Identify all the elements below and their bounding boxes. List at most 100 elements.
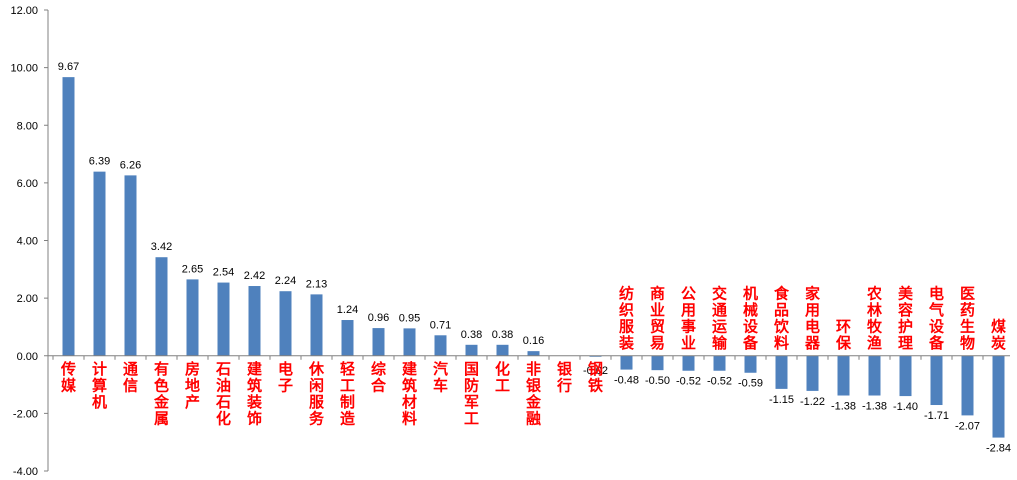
y-tick-label: -2.00 [13, 408, 38, 420]
bar [341, 320, 354, 356]
bar [899, 355, 912, 397]
category-label: 休闲服务 [308, 360, 325, 428]
bar [217, 282, 230, 356]
data-label: 2.54 [213, 267, 234, 279]
data-label: 0.95 [399, 312, 420, 324]
data-label: -2.07 [955, 420, 980, 432]
category-label: 美容护理 [897, 284, 914, 352]
data-label: -0.48 [614, 375, 639, 387]
bar [837, 355, 850, 396]
data-label: 6.39 [89, 156, 110, 168]
y-tick-label: 6.00 [17, 178, 38, 190]
bar [868, 355, 881, 396]
data-label: -0.52 [707, 376, 732, 388]
bar [465, 344, 478, 356]
bar [310, 294, 323, 356]
category-label: 化工 [495, 360, 510, 395]
bar [651, 355, 664, 371]
category-label: 计算机 [92, 360, 107, 411]
data-label: 0.96 [368, 312, 389, 324]
data-label: 0.16 [523, 335, 544, 347]
data-label: 0.38 [492, 329, 513, 341]
data-label: 0.38 [461, 329, 482, 341]
y-tick-label: -4.00 [13, 466, 38, 478]
category-label: 公用事业 [681, 284, 696, 352]
y-tick-label: 4.00 [17, 236, 38, 248]
category-label: 有色金属 [153, 360, 170, 428]
category-label: 传媒 [60, 360, 77, 395]
data-label: -1.40 [893, 401, 918, 413]
data-label: -2.84 [986, 443, 1011, 455]
category-label: 通信 [123, 360, 138, 395]
data-label: 2.42 [244, 270, 265, 282]
y-tick-label: 2.00 [17, 293, 38, 305]
bar [372, 328, 385, 356]
category-label: 钢铁 [588, 360, 603, 395]
category-label: 煤炭 [991, 317, 1006, 352]
bar [775, 355, 788, 389]
data-label: -1.22 [800, 396, 825, 408]
bar [961, 355, 974, 416]
y-tick-label: 0.00 [17, 351, 38, 363]
y-tick-label: 12.00 [10, 5, 38, 17]
bar [124, 175, 137, 356]
data-label: 1.24 [337, 304, 358, 316]
category-label: 电气设备 [928, 284, 945, 352]
data-label: -0.52 [676, 376, 701, 388]
y-tick-label: 8.00 [17, 120, 38, 132]
category-label: 非银金融 [525, 360, 542, 428]
category-label: 医药生物 [960, 284, 975, 352]
bar [155, 257, 168, 356]
category-label: 银行 [556, 360, 573, 395]
category-label: 农林牧渔 [866, 284, 883, 352]
data-label: 6.26 [120, 159, 141, 171]
category-label: 电子 [278, 360, 293, 395]
data-label: 9.67 [58, 61, 79, 73]
category-label: 纺织服装 [618, 284, 635, 352]
data-label: -0.02 [583, 365, 608, 377]
bar [279, 291, 292, 356]
category-label: 汽车 [433, 360, 448, 395]
bar [186, 279, 199, 356]
category-label: 机械设备 [742, 284, 759, 352]
data-label: -1.71 [924, 410, 949, 422]
data-label: 3.42 [151, 241, 172, 253]
bar [248, 286, 261, 356]
bar [403, 328, 416, 356]
category-label: 综合 [370, 360, 387, 395]
bar [62, 77, 75, 356]
bar [713, 355, 726, 371]
bar [806, 355, 819, 391]
data-label: 2.24 [275, 275, 296, 287]
category-label: 国防军工 [464, 360, 479, 428]
y-tick-label: 10.00 [10, 63, 38, 75]
category-label: 交通运输 [712, 284, 728, 352]
bar [682, 355, 695, 371]
data-label: -0.59 [738, 378, 763, 390]
bar [93, 171, 106, 356]
category-label: 房地产 [185, 360, 200, 411]
bar [527, 351, 540, 356]
data-label: -1.15 [769, 394, 794, 406]
data-label: -0.50 [645, 375, 670, 387]
category-label: 建筑装饰 [246, 360, 263, 428]
bar [620, 355, 633, 370]
category-label: 家用电器 [804, 284, 821, 352]
category-label: 商业贸易 [650, 284, 665, 352]
category-label: 食品饮料 [773, 284, 790, 352]
data-label: -1.38 [831, 401, 856, 413]
data-label: -1.38 [862, 401, 887, 413]
bar [496, 344, 509, 356]
data-label: 0.71 [430, 319, 451, 331]
bar [930, 355, 943, 406]
category-label: 环保 [835, 317, 852, 352]
category-label: 建筑材料 [401, 360, 418, 428]
category-label: 轻工制造 [340, 360, 355, 428]
data-label: 2.65 [182, 263, 203, 275]
bar [744, 355, 757, 373]
data-label: 2.13 [306, 278, 327, 290]
category-label: 石油石化 [215, 360, 231, 428]
bar [992, 355, 1005, 438]
